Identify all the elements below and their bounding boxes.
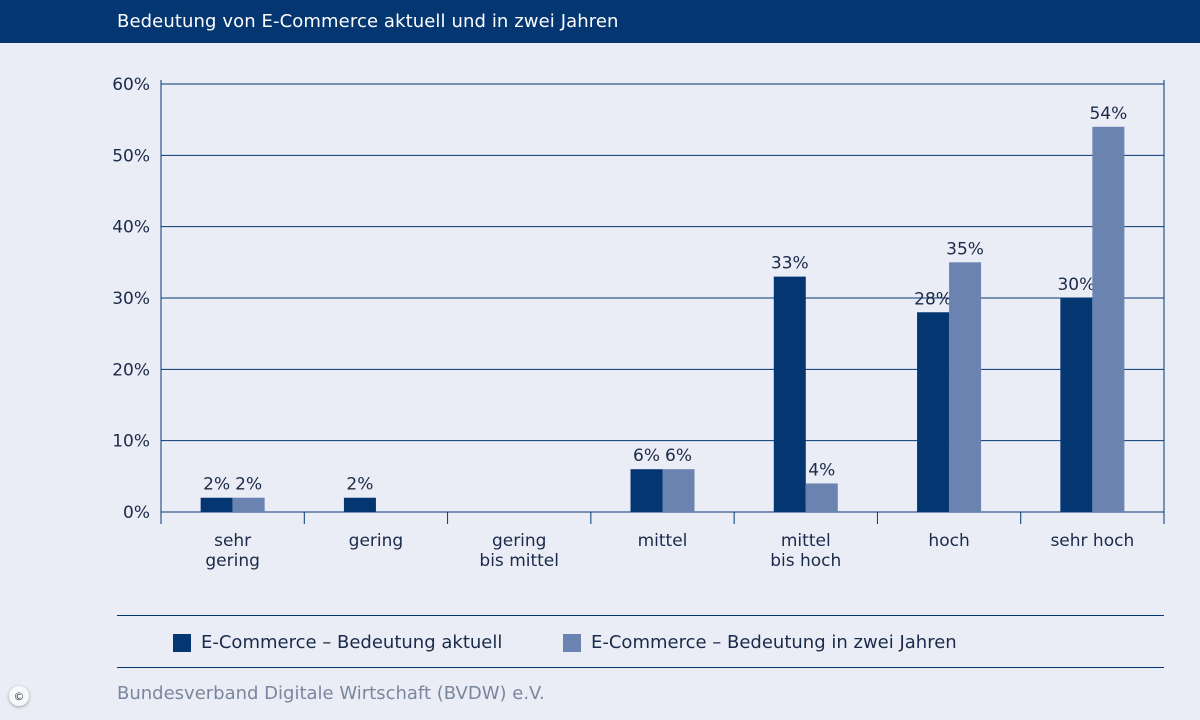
- bar-future: [949, 262, 982, 512]
- data-label: 35%: [946, 239, 984, 259]
- bar-current: [343, 497, 376, 512]
- x-tick-label: bis mittel: [479, 551, 559, 571]
- data-label: 2%: [235, 475, 262, 495]
- bar-future: [662, 469, 695, 512]
- y-tick-label: 30%: [112, 289, 150, 309]
- data-label: 2%: [203, 475, 230, 495]
- data-label: 6%: [665, 446, 692, 466]
- legend-item-future: E-Commerce – Bedeutung in zwei Jahren: [563, 632, 957, 653]
- x-tick-label: gering: [492, 531, 547, 551]
- bar-current: [630, 469, 663, 512]
- copyright-icon: ©: [9, 686, 29, 706]
- legend-label-future: E-Commerce – Bedeutung in zwei Jahren: [591, 632, 957, 653]
- x-tick-label: mittel: [638, 531, 688, 551]
- legend-swatch-future: [563, 633, 581, 652]
- bar-current: [917, 312, 950, 512]
- x-tick-label: hoch: [928, 531, 969, 551]
- x-tick-label: mittel: [781, 531, 831, 551]
- data-label: 33%: [771, 254, 809, 274]
- data-label: 4%: [808, 460, 835, 480]
- data-label: 2%: [346, 475, 373, 495]
- legend-swatch-current: [173, 633, 191, 652]
- legend-bottom-divider: [117, 667, 1164, 668]
- bar-chart: 0%10%20%30%40%50%60%2% 2%sehrgering2%geri…: [112, 75, 1165, 571]
- source-text: Bundesverband Digitale Wirtschaft (BVDW)…: [117, 683, 545, 704]
- data-label: 30%: [1057, 275, 1095, 295]
- bar-future: [1092, 126, 1125, 513]
- x-tick-label: bis hoch: [770, 551, 841, 571]
- bar-current: [200, 497, 233, 512]
- bar-future: [232, 497, 265, 512]
- bar-current: [1060, 298, 1093, 512]
- legend-item-current: E-Commerce – Bedeutung aktuell: [173, 632, 502, 653]
- data-label: 54%: [1089, 104, 1127, 124]
- legend-label-current: E-Commerce – Bedeutung aktuell: [201, 632, 503, 653]
- bar-current: [773, 276, 806, 512]
- y-tick-label: 50%: [112, 146, 150, 166]
- x-tick-label: sehr hoch: [1050, 531, 1134, 551]
- y-tick-label: 40%: [112, 218, 150, 238]
- bar-future: [805, 483, 838, 512]
- data-label: 6%: [633, 446, 660, 466]
- y-tick-label: 60%: [112, 75, 150, 95]
- y-tick-label: 0%: [123, 503, 150, 523]
- chart-title: Bedeutung von E-Commerce aktuell und in …: [117, 11, 619, 32]
- legend-top-divider: [117, 615, 1164, 616]
- x-tick-label: gering: [349, 531, 404, 551]
- data-label: 28%: [914, 289, 952, 309]
- x-tick-label: sehr: [214, 531, 251, 551]
- y-tick-label: 20%: [112, 360, 150, 380]
- x-tick-label: gering: [205, 551, 260, 571]
- y-tick-label: 10%: [112, 432, 150, 452]
- title-bar: Bedeutung von E-Commerce aktuell und in …: [0, 0, 1200, 43]
